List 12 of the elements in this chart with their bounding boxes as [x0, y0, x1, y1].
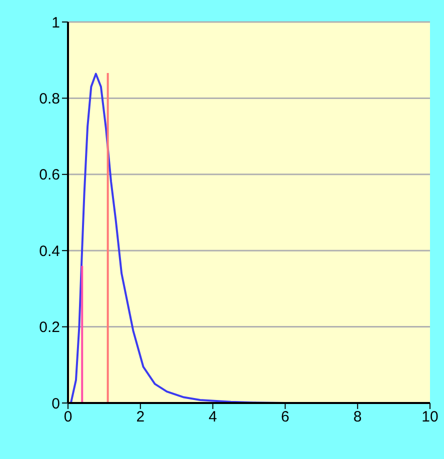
y-tick-label: 0.6	[39, 166, 60, 184]
x-tick-label: 8	[353, 408, 362, 426]
x-tick-label: 10	[422, 408, 438, 426]
x-tick-label: 6	[281, 408, 290, 426]
y-tick-label: 0.2	[39, 319, 60, 336]
x-tick-label: 4	[208, 408, 217, 426]
y-tick-label: 0.8	[39, 90, 60, 108]
y-tick-label: 1	[52, 14, 60, 32]
y-tick-label: 0.4	[39, 242, 60, 260]
x-tick-label: 0	[64, 408, 72, 426]
x-tick-label: 2	[136, 408, 145, 426]
y-tick-label: 0	[52, 395, 60, 412]
